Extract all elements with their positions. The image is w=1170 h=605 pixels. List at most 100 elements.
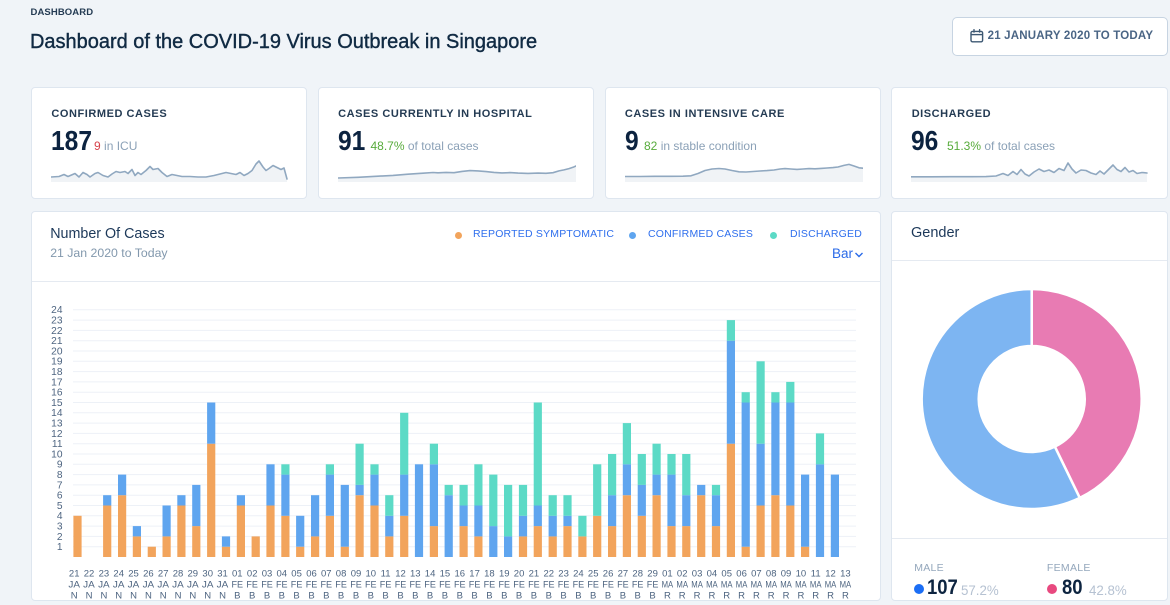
svg-text:16: 16 bbox=[455, 569, 466, 580]
svg-text:18: 18 bbox=[51, 367, 63, 378]
svg-text:28: 28 bbox=[173, 569, 184, 580]
svg-text:N: N bbox=[204, 591, 211, 602]
svg-text:FE: FE bbox=[439, 580, 451, 591]
svg-text:14: 14 bbox=[51, 408, 63, 419]
svg-text:29: 29 bbox=[647, 569, 658, 580]
svg-text:N: N bbox=[160, 591, 167, 602]
svg-text:N: N bbox=[189, 591, 196, 602]
svg-text:21: 21 bbox=[529, 569, 540, 580]
svg-text:JA: JA bbox=[68, 580, 80, 591]
svg-text:09: 09 bbox=[351, 569, 362, 580]
svg-text:11: 11 bbox=[381, 569, 391, 580]
svg-text:22: 22 bbox=[84, 569, 95, 580]
svg-text:04: 04 bbox=[277, 569, 288, 580]
svg-text:15: 15 bbox=[51, 398, 63, 409]
svg-text:B: B bbox=[605, 591, 611, 602]
svg-text:7: 7 bbox=[57, 480, 63, 491]
svg-text:FE: FE bbox=[617, 580, 629, 591]
svg-text:FE: FE bbox=[528, 580, 540, 591]
svg-text:B: B bbox=[531, 591, 537, 602]
svg-text:FE: FE bbox=[306, 580, 318, 591]
svg-text:06: 06 bbox=[736, 569, 747, 580]
svg-text:21: 21 bbox=[51, 336, 63, 347]
svg-text:B: B bbox=[516, 591, 522, 602]
svg-text:N: N bbox=[100, 591, 107, 602]
svg-text:6: 6 bbox=[57, 491, 63, 502]
svg-text:N: N bbox=[175, 591, 182, 602]
svg-text:B: B bbox=[620, 591, 626, 602]
svg-text:N: N bbox=[71, 591, 78, 602]
svg-text:27: 27 bbox=[618, 569, 629, 580]
svg-text:B: B bbox=[382, 591, 388, 602]
svg-text:B: B bbox=[501, 591, 507, 602]
svg-text:26: 26 bbox=[143, 569, 154, 580]
svg-text:22: 22 bbox=[51, 326, 63, 337]
svg-text:FE: FE bbox=[335, 580, 347, 591]
svg-text:R: R bbox=[753, 591, 760, 602]
svg-text:02: 02 bbox=[677, 569, 688, 580]
svg-text:12: 12 bbox=[51, 429, 63, 440]
svg-text:25: 25 bbox=[128, 569, 139, 580]
svg-text:29: 29 bbox=[188, 569, 199, 580]
svg-text:22: 22 bbox=[544, 569, 555, 580]
svg-text:3: 3 bbox=[57, 522, 63, 533]
svg-text:JA: JA bbox=[143, 580, 155, 591]
svg-text:R: R bbox=[768, 591, 775, 602]
svg-text:FE: FE bbox=[350, 580, 362, 591]
svg-text:R: R bbox=[664, 591, 671, 602]
svg-text:B: B bbox=[590, 591, 596, 602]
svg-text:B: B bbox=[308, 591, 314, 602]
svg-text:JA: JA bbox=[128, 580, 140, 591]
svg-text:MA: MA bbox=[736, 580, 748, 591]
svg-text:MA: MA bbox=[721, 580, 733, 591]
svg-text:R: R bbox=[812, 591, 819, 602]
svg-text:23: 23 bbox=[558, 569, 569, 580]
svg-text:B: B bbox=[249, 591, 255, 602]
svg-text:17: 17 bbox=[51, 377, 63, 388]
svg-text:B: B bbox=[546, 591, 552, 602]
svg-text:05: 05 bbox=[721, 569, 732, 580]
svg-text:MA: MA bbox=[810, 580, 822, 591]
svg-text:02: 02 bbox=[247, 569, 258, 580]
svg-text:10: 10 bbox=[51, 449, 63, 460]
svg-text:20: 20 bbox=[514, 569, 525, 580]
svg-text:JA: JA bbox=[98, 580, 110, 591]
svg-text:N: N bbox=[219, 591, 226, 602]
svg-text:04: 04 bbox=[707, 569, 718, 580]
svg-text:FE: FE bbox=[410, 580, 422, 591]
svg-text:B: B bbox=[264, 591, 270, 602]
svg-text:01: 01 bbox=[662, 569, 673, 580]
svg-text:13: 13 bbox=[840, 569, 851, 580]
svg-text:FE: FE bbox=[454, 580, 466, 591]
svg-text:21: 21 bbox=[69, 569, 80, 580]
svg-text:23: 23 bbox=[99, 569, 110, 580]
svg-text:B: B bbox=[471, 591, 477, 602]
svg-text:R: R bbox=[783, 591, 790, 602]
svg-text:R: R bbox=[797, 591, 804, 602]
svg-text:27: 27 bbox=[158, 569, 169, 580]
svg-text:FE: FE bbox=[587, 580, 599, 591]
svg-text:13: 13 bbox=[51, 419, 63, 430]
svg-text:4: 4 bbox=[57, 511, 63, 522]
svg-text:MA: MA bbox=[840, 580, 852, 591]
svg-text:B: B bbox=[412, 591, 418, 602]
svg-text:26: 26 bbox=[603, 569, 614, 580]
svg-text:N: N bbox=[115, 591, 122, 602]
svg-text:FE: FE bbox=[261, 580, 273, 591]
svg-text:07: 07 bbox=[751, 569, 762, 580]
svg-text:FE: FE bbox=[395, 580, 407, 591]
svg-text:07: 07 bbox=[321, 569, 332, 580]
svg-text:25: 25 bbox=[588, 569, 599, 580]
svg-text:08: 08 bbox=[336, 569, 347, 580]
svg-text:B: B bbox=[368, 591, 374, 602]
svg-text:13: 13 bbox=[410, 569, 421, 580]
svg-text:FE: FE bbox=[365, 580, 377, 591]
svg-text:JA: JA bbox=[83, 580, 95, 591]
svg-text:2: 2 bbox=[57, 532, 63, 543]
svg-text:09: 09 bbox=[781, 569, 792, 580]
svg-text:FE: FE bbox=[276, 580, 288, 591]
svg-text:28: 28 bbox=[632, 569, 643, 580]
svg-text:R: R bbox=[679, 591, 686, 602]
svg-text:JA: JA bbox=[202, 580, 214, 591]
svg-text:FE: FE bbox=[246, 580, 258, 591]
